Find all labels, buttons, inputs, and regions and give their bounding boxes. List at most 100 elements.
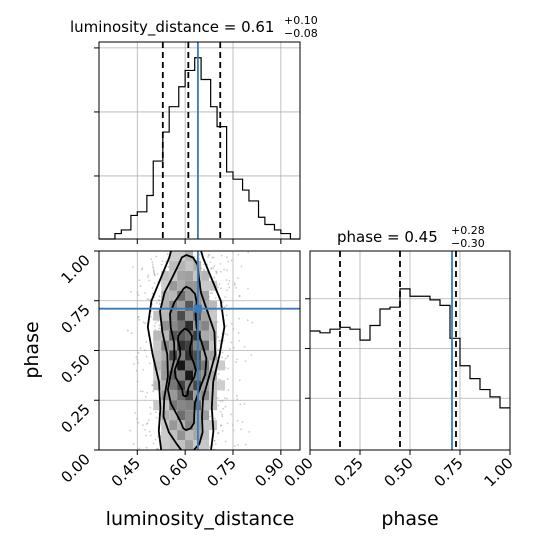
- density-cell: [177, 370, 186, 381]
- sample-point: [218, 283, 221, 285]
- density-cell: [169, 280, 178, 291]
- sample-point: [215, 270, 217, 273]
- density-cell: [169, 370, 178, 381]
- sample-point: [240, 265, 243, 268]
- density-cell: [161, 300, 170, 311]
- density-cell: [217, 380, 226, 391]
- density-cell: [177, 320, 186, 331]
- sample-point: [251, 321, 254, 324]
- sample-point: [136, 417, 138, 420]
- sample-point: [232, 429, 235, 432]
- sample-point: [202, 263, 205, 266]
- sample-point: [237, 253, 240, 256]
- sample-point: [227, 283, 230, 285]
- sample-point: [156, 273, 159, 275]
- density-contour: [173, 327, 197, 398]
- sample-point: [236, 398, 239, 400]
- density-cell: [169, 400, 178, 411]
- sample-point: [224, 332, 227, 335]
- sample-point: [203, 269, 206, 272]
- density-cell: [161, 290, 170, 301]
- sample-point: [137, 351, 140, 354]
- sample-point: [237, 277, 239, 279]
- density-cell: [201, 410, 210, 421]
- sample-point: [225, 304, 228, 307]
- sample-point: [224, 357, 227, 360]
- density-cell: [209, 340, 218, 351]
- sample-point: [134, 411, 137, 414]
- sample-point: [135, 369, 138, 372]
- histogram-step-line: [99, 57, 300, 240]
- sample-point: [142, 321, 145, 324]
- sample-point: [212, 267, 215, 269]
- density-cell: [161, 320, 170, 331]
- sample-point: [219, 400, 222, 402]
- sample-point: [214, 443, 217, 445]
- density-cell: [185, 430, 194, 441]
- sample-point: [132, 443, 135, 446]
- sample-point: [221, 430, 224, 432]
- sample-point: [215, 272, 218, 275]
- sample-point: [217, 404, 220, 407]
- sample-point: [157, 320, 159, 323]
- sample-point: [223, 397, 226, 400]
- sample-point: [228, 280, 231, 282]
- sample-point: [158, 300, 161, 302]
- title-param: luminosity_distance: [70, 18, 219, 37]
- density-cell: [161, 410, 170, 421]
- x-tick-label-luminosity-distance: 0.75: [203, 454, 239, 490]
- sample-point: [246, 319, 249, 322]
- density-cell: [161, 370, 170, 381]
- title-value: 0.61: [241, 18, 274, 36]
- density-cell: [169, 290, 178, 301]
- sample-point: [227, 367, 230, 370]
- density-cell: [169, 420, 178, 431]
- density-cell: [201, 400, 210, 411]
- density-cell: [201, 330, 210, 341]
- sample-point: [219, 410, 222, 413]
- sample-point: [238, 294, 241, 297]
- x-axis-label-phase: phase: [381, 508, 438, 530]
- sample-point: [207, 253, 210, 256]
- density-cell: [201, 280, 210, 291]
- density-cell: [169, 440, 178, 450]
- sample-point: [145, 355, 148, 358]
- y-tick-label-phase: 0.25: [57, 400, 93, 436]
- density-cell: [201, 420, 210, 431]
- sample-point: [156, 435, 159, 438]
- sample-point: [244, 360, 247, 363]
- density-contour: [146, 251, 226, 450]
- density-cell: [185, 320, 194, 331]
- density-cell: [177, 251, 186, 261]
- density-cell: [209, 280, 218, 291]
- phase-title: phase = 0.45: [337, 228, 438, 246]
- sample-point: [244, 443, 247, 446]
- sample-point: [216, 321, 219, 323]
- density-cell: [177, 300, 186, 311]
- sample-point: [232, 346, 235, 349]
- sample-point: [225, 314, 228, 316]
- luminosity-distance-title-upper-error: +0.10: [284, 14, 318, 27]
- sample-point: [138, 318, 141, 321]
- sample-point: [226, 333, 229, 336]
- sample-point: [145, 341, 148, 344]
- density-cell: [201, 430, 210, 441]
- sample-point: [219, 263, 222, 265]
- y-axis-label-phase: phase: [21, 321, 43, 378]
- sample-point: [237, 444, 240, 447]
- density-cell: [177, 340, 186, 351]
- density-cell: [177, 360, 186, 371]
- x-tick-label-luminosity-distance: 0.60: [156, 454, 192, 490]
- sample-point: [145, 423, 148, 425]
- sample-point: [148, 279, 151, 282]
- density-cell: [185, 390, 194, 401]
- density-cell: [185, 270, 194, 281]
- density-cell: [161, 430, 170, 441]
- y-tick-label-phase: 1.00: [57, 251, 93, 287]
- sample-point: [225, 279, 228, 281]
- sample-point: [243, 403, 246, 405]
- sample-point: [151, 261, 154, 263]
- sample-point: [155, 416, 158, 419]
- sample-point: [226, 378, 229, 380]
- sample-point: [217, 348, 219, 351]
